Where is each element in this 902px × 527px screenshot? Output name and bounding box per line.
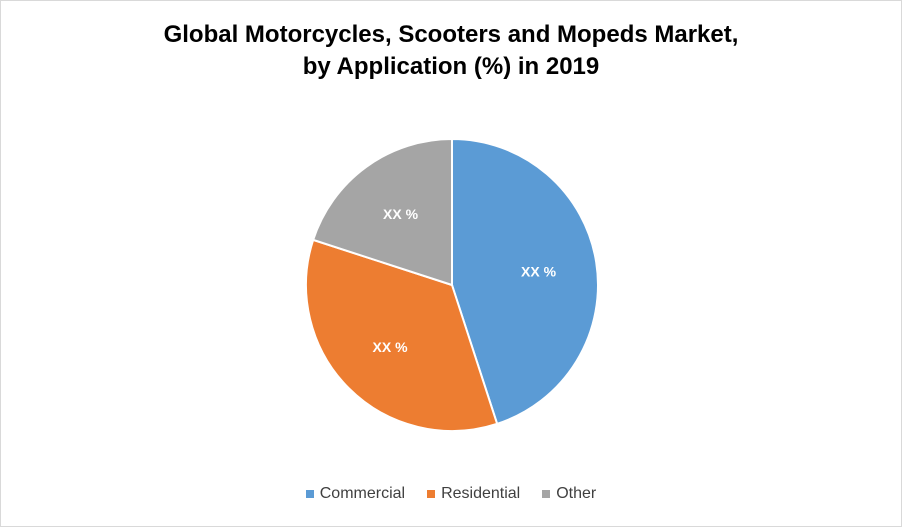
legend-item-residential: Residential [427, 485, 520, 503]
legend-label-other: Other [556, 485, 597, 502]
legend-swatch-commercial [305, 490, 314, 498]
pie-slice-commercial [451, 137, 599, 426]
chart-title: Global Motorcycles, Scooters and Mopeds … [1, 19, 901, 83]
pie-slice-residential [305, 238, 499, 432]
legend-item-commercial: Commercial [305, 485, 406, 503]
legend-swatch-residential [427, 490, 436, 498]
data-label-residential: XX % [373, 339, 409, 355]
legend: Commercial Residential Other [1, 485, 901, 503]
data-label-other: XX % [383, 206, 419, 222]
chart-title-line-1: Global Motorcycles, Scooters and Mopeds … [163, 21, 739, 48]
data-label-commercial: XX % [521, 263, 557, 279]
pie-slice-other [311, 137, 453, 287]
legend-item-other: Other [542, 485, 596, 503]
chart-title-line-2: by Application (%) in 2019 [302, 53, 600, 80]
legend-label-residential: Residential [441, 485, 521, 502]
legend-label-commercial: Commercial [319, 485, 406, 502]
legend-swatch-other [542, 490, 551, 498]
